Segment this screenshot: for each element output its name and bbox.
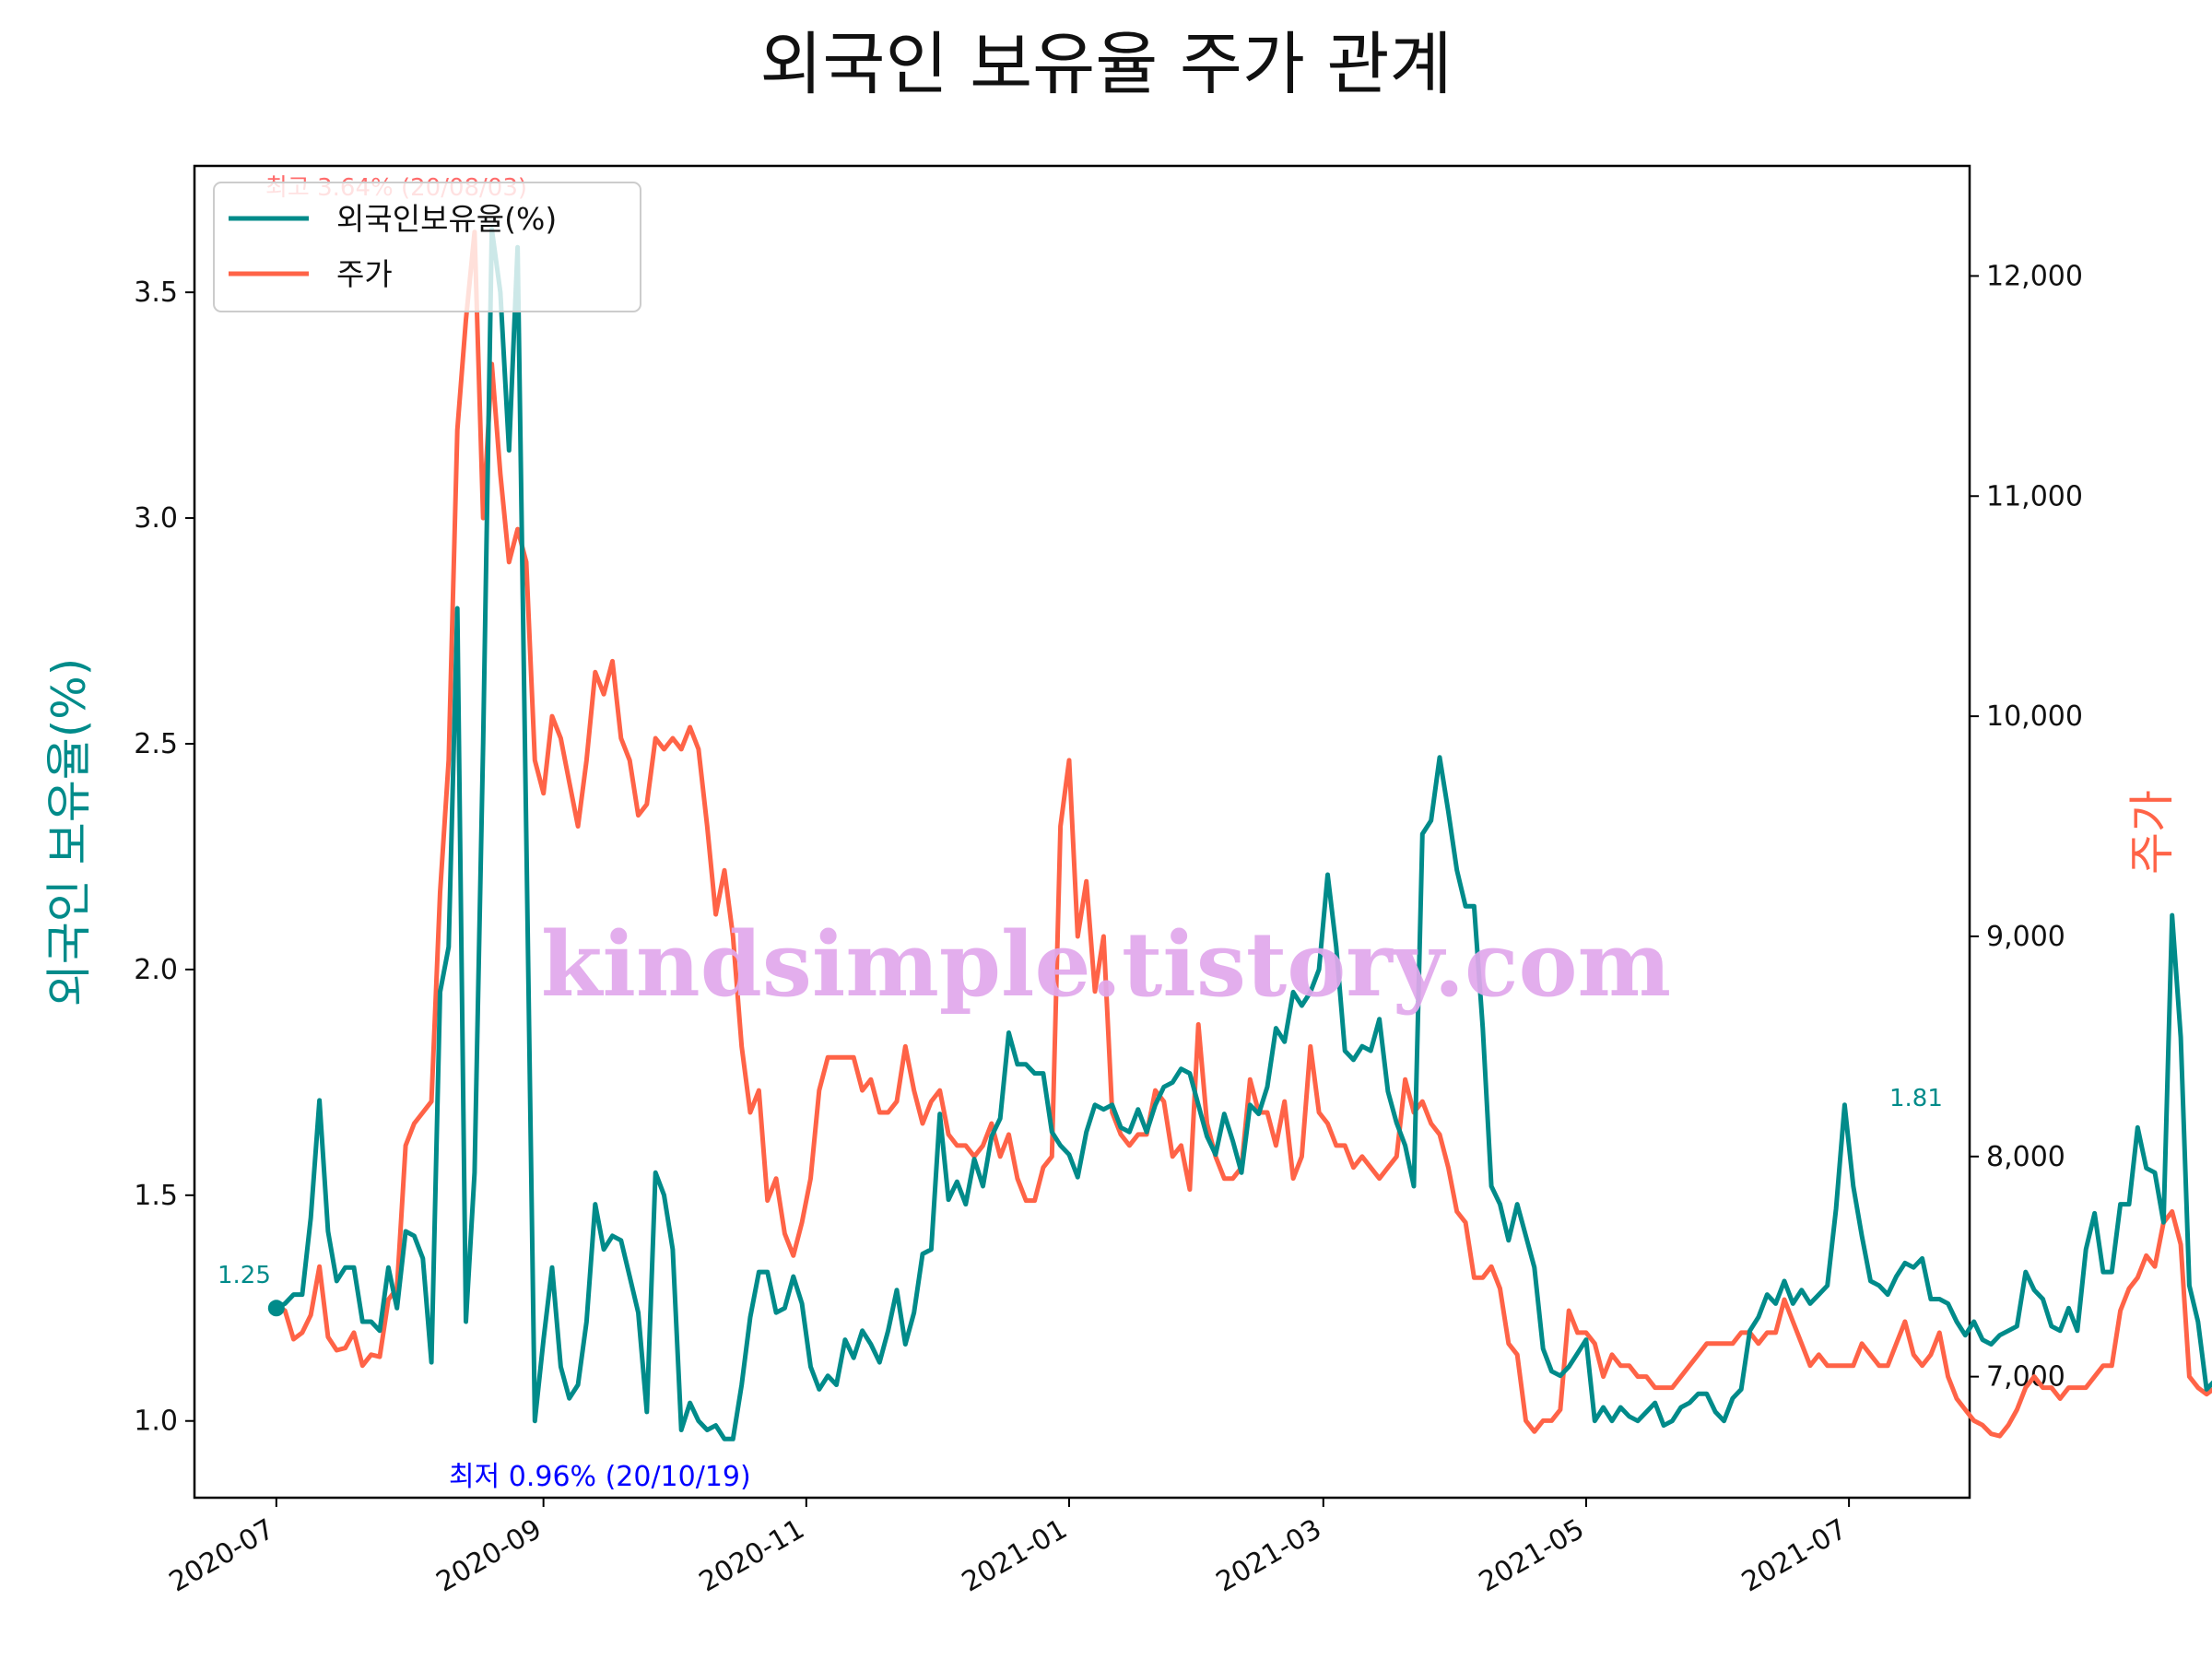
legend-entry-price: 주가 [336,256,393,292]
y-left-tick-label: 1.0 [134,1406,178,1438]
y-right-tick-label: 11,000 [1986,480,2083,512]
y-left-tick-label: 3.0 [134,502,178,535]
first-value-label: 1.25 [218,1262,271,1289]
y-right-tick-label: 10,000 [1986,700,2083,733]
chart-title: 외국인 보유율 주가 관계 [759,25,1452,104]
x-tick-label: 2020-07 [164,1513,280,1599]
series-foreign-line [275,227,2212,1441]
watermark: kindsimple.tistory.com [541,912,1671,1017]
first-point-marker [267,1300,285,1317]
y-left-tick-label: 3.5 [134,276,178,309]
x-tick-label: 2020-11 [694,1513,810,1599]
y-left-tick-label: 2.5 [134,728,178,760]
legend-entry-foreign: 외국인보유율(%) [336,201,557,237]
x-tick-label: 2021-07 [1736,1513,1853,1599]
y-axis-right-label: 주가 [2125,790,2179,875]
x-tick-label: 2021-03 [1211,1513,1327,1599]
legend-box [213,182,641,312]
series-price-line [275,229,2212,1439]
y-axis-left-label: 외국인 보유율(%) [42,658,96,1006]
y-axis-left: 1.0 1.5 2.0 2.5 3.0 3.5 [134,276,194,1438]
series-layer [267,227,2212,1441]
y-right-tick-label: 12,000 [1986,260,2083,292]
y-right-tick-label: 9,000 [1986,921,2065,953]
x-tick-label: 2020-09 [431,1513,547,1599]
x-tick-label: 2021-05 [1474,1513,1590,1599]
x-tick-label: 2021-01 [957,1513,1073,1599]
x-axis: 2020-07 2020-09 2020-11 2021-01 2021-03 2021-… [164,1498,1853,1599]
legend: 외국인보유율(%) 주가 [213,182,641,312]
y-left-tick-label: 2.0 [134,954,178,986]
min-annotation: 최저 0.96% (20/10/19) [449,1461,751,1493]
last-value-label: 1.81 [1889,1085,1943,1112]
y-right-tick-label: 8,000 [1986,1141,2065,1173]
y-left-tick-label: 1.5 [134,1180,178,1212]
